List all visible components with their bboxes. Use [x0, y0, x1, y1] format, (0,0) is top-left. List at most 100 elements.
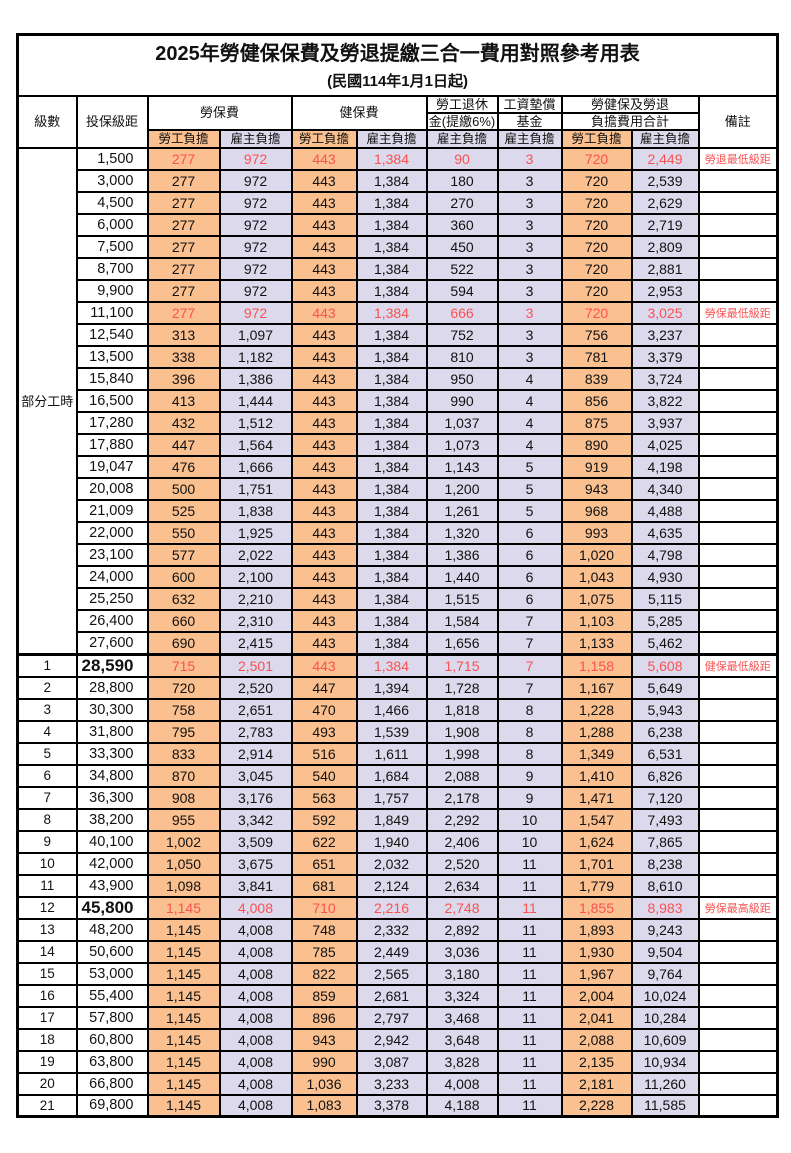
- cell-value: 1,098: [146, 873, 221, 898]
- cell-value: 720: [146, 675, 221, 700]
- cell-value: 3,036: [425, 939, 499, 964]
- cell-value: 540: [290, 763, 358, 788]
- cell-value: 781: [560, 345, 633, 369]
- cell-value: 1,145: [146, 961, 221, 986]
- cell-value: 3,233: [355, 1071, 428, 1096]
- table-row: 19 63,800 1,145 4,008 990 3,087 3,828 11 2,135 10…: [16, 1049, 779, 1074]
- cell-remark: [697, 1005, 779, 1030]
- cell-value: 3,237: [630, 323, 700, 347]
- cell-salary: 20,008: [75, 477, 149, 501]
- cell-value: 690: [146, 631, 221, 655]
- table-row: 20 66,800 1,145 4,008 1,036 3,233 4,008 11 2,181…: [16, 1071, 779, 1096]
- cell-value: 3: [496, 147, 563, 171]
- header-pension-line2: 金(提繳6%): [425, 112, 499, 131]
- cell-value: 1,384: [355, 455, 428, 479]
- cell-value: 1,075: [560, 587, 633, 611]
- cell-value: 3,675: [218, 851, 293, 876]
- cell-value: 2,783: [218, 719, 293, 744]
- cell-value: 11: [496, 983, 563, 1008]
- cell-value: 313: [146, 323, 221, 347]
- cell-remark: [697, 477, 779, 501]
- cell-value: 5,462: [630, 631, 700, 655]
- cell-value: 9,764: [630, 961, 700, 986]
- cell-value: 4,008: [218, 1005, 293, 1030]
- cell-value: 10,934: [630, 1049, 700, 1074]
- cell-salary: 15,840: [75, 367, 149, 391]
- cell-value: 3,379: [630, 345, 700, 369]
- cell-remark: [697, 675, 779, 700]
- cell-value: 11: [496, 939, 563, 964]
- table-row: 19,047 476 1,666 443 1,384 1,143 5 919 4,198: [18, 455, 779, 479]
- cell-value: 1,940: [355, 829, 428, 854]
- cell-remark: [697, 1049, 779, 1074]
- cell-value: 11: [496, 1049, 563, 1074]
- cell-value: 1,384: [355, 652, 428, 678]
- cell-value: 594: [425, 279, 499, 303]
- cell-value: 1,386: [425, 543, 499, 567]
- cell-salary: 63,800: [75, 1049, 149, 1074]
- cell-remark: [697, 807, 779, 832]
- cell-salary: 31,800: [75, 719, 149, 744]
- cell-value: 1,656: [425, 631, 499, 655]
- table-row: 13,500 338 1,182 443 1,384 810 3 781 3,379: [18, 345, 779, 369]
- cell-value: 870: [146, 763, 221, 788]
- cell-value: 443: [290, 147, 358, 171]
- cell-value: 990: [290, 1049, 358, 1074]
- cell-salary: 4,500: [75, 191, 149, 215]
- header-health-employer: 雇主負擔: [355, 129, 428, 149]
- cell-salary: 36,300: [75, 785, 149, 810]
- cell-value: 11: [496, 917, 563, 942]
- cell-salary: 17,880: [75, 433, 149, 457]
- cell-value: 443: [290, 543, 358, 567]
- cell-salary: 26,400: [75, 609, 149, 633]
- cell-value: 822: [290, 961, 358, 986]
- cell-value: 1,624: [560, 829, 633, 854]
- table-row: 9 40,100 1,002 3,509 622 1,940 2,406 10 1,624 7,8…: [16, 829, 779, 854]
- table-row: 26,400 660 2,310 443 1,384 1,584 7 1,103 5,285: [18, 609, 779, 633]
- cell-level: 13: [16, 917, 78, 942]
- cell-value: 8: [496, 719, 563, 744]
- cell-remark: [697, 257, 779, 281]
- cell-value: 2,520: [218, 675, 293, 700]
- cell-value: 1,083: [290, 1093, 358, 1118]
- cell-value: 972: [218, 279, 293, 303]
- cell-value: 1,145: [146, 1049, 221, 1074]
- cell-value: 715: [146, 652, 221, 678]
- cell-value: 1,855: [560, 895, 633, 920]
- cell-value: 500: [146, 477, 221, 501]
- cell-value: 720: [560, 257, 633, 281]
- cell-value: 2,178: [425, 785, 499, 810]
- cell-remark: [697, 213, 779, 237]
- cell-value: 1,471: [560, 785, 633, 810]
- cell-remark: [697, 235, 779, 259]
- table-row: 9,900 277 972 443 1,384 594 3 720 2,953: [18, 279, 779, 303]
- cell-value: 1,386: [218, 367, 293, 391]
- cell-value: 651: [290, 851, 358, 876]
- cell-value: 833: [146, 741, 221, 766]
- cell-value: 2,892: [425, 917, 499, 942]
- cell-salary: 55,400: [75, 983, 149, 1008]
- cell-level: 19: [16, 1049, 78, 1074]
- cell-value: 972: [218, 147, 293, 171]
- cell-value: 443: [290, 345, 358, 369]
- table-row: 25,250 632 2,210 443 1,384 1,515 6 1,075 5,115: [18, 587, 779, 611]
- title-block: 2025年勞健保保費及勞退提繳三合一費用對照參考用表 (民國114年1月1日起): [16, 33, 779, 97]
- cell-level: 3: [16, 697, 78, 722]
- cell-value: 4: [496, 389, 563, 413]
- table-row: 27,600 690 2,415 443 1,384 1,656 7 1,133 5,462: [18, 631, 779, 655]
- cell-value: 2,719: [630, 213, 700, 237]
- cell-remark: 勞退最低級距: [697, 147, 779, 171]
- cell-value: 413: [146, 389, 221, 413]
- cell-value: 1,384: [355, 323, 428, 347]
- table-row: 17,880 447 1,564 443 1,384 1,073 4 890 4,025: [18, 433, 779, 457]
- cell-value: 756: [560, 323, 633, 347]
- cell-value: 11: [496, 1093, 563, 1118]
- cell-value: 277: [146, 279, 221, 303]
- cell-value: 10,609: [630, 1027, 700, 1052]
- cell-value: 447: [146, 433, 221, 457]
- cell-value: 2,041: [560, 1005, 633, 1030]
- cell-value: 443: [290, 609, 358, 633]
- cell-value: 795: [146, 719, 221, 744]
- cell-value: 1,384: [355, 521, 428, 545]
- cell-value: 443: [290, 279, 358, 303]
